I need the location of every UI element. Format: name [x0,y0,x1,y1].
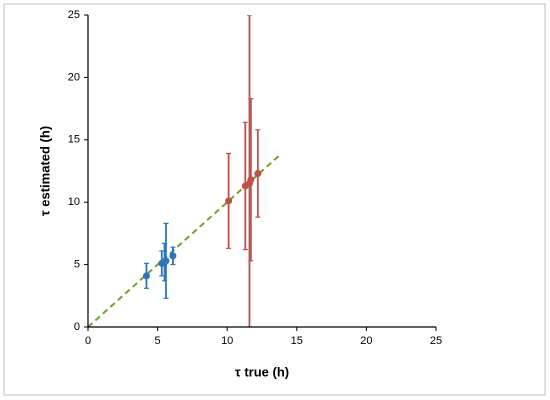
y-tick-label: 0 [74,321,80,333]
y-tick-label: 5 [74,259,80,271]
data-point [225,197,233,205]
x-axis-title: τ true (h) [235,364,289,379]
y-tick-label: 20 [68,71,80,83]
y-tick-label: 25 [68,9,80,21]
plot-area [87,15,283,327]
x-tick-label: 0 [85,335,91,347]
x-tick-label: 25 [430,335,442,347]
x-tick-label: 20 [360,335,372,347]
x-tick-label: 10 [221,335,233,347]
data-point [142,272,150,280]
reference-line [87,152,283,327]
y-axis-title: τ estimated (h) [37,126,52,216]
data-point [169,252,177,260]
x-tick-label: 5 [155,335,161,347]
data-point [247,176,255,184]
y-tick-label: 10 [68,196,80,208]
data-point [162,257,170,265]
data-point [254,169,262,177]
y-tick-label: 15 [68,134,80,146]
x-tick-label: 15 [291,335,303,347]
chart-border [3,3,546,396]
